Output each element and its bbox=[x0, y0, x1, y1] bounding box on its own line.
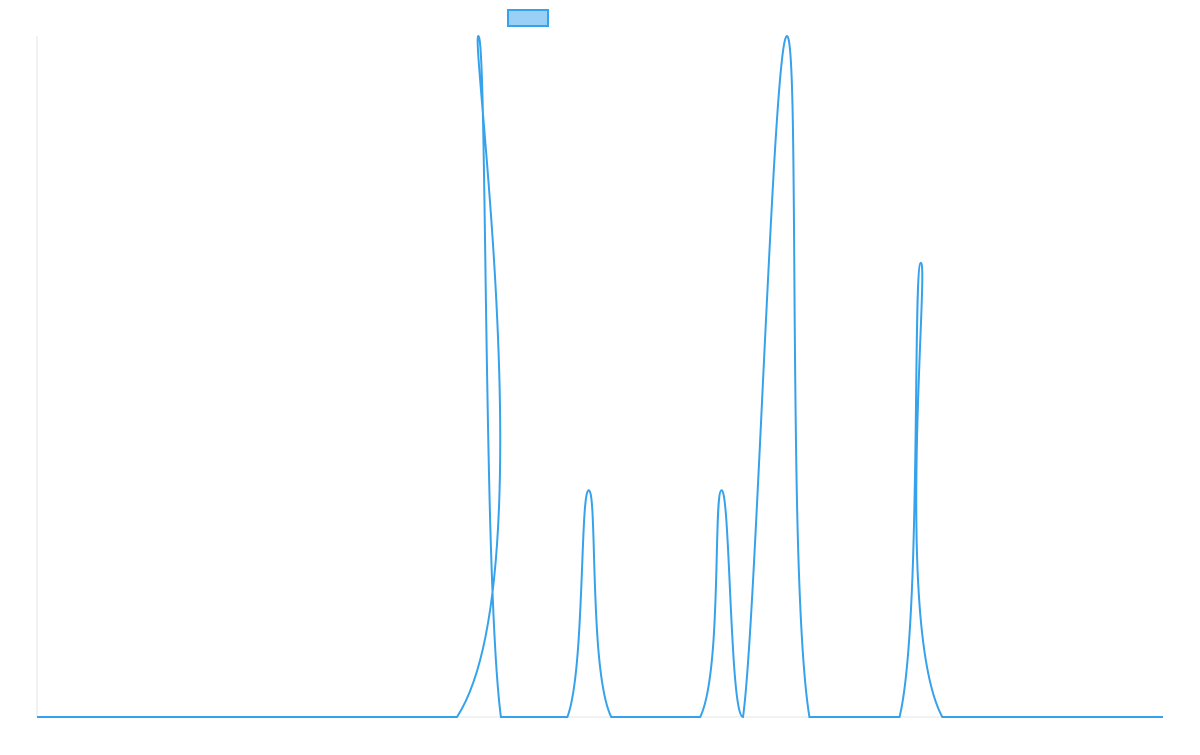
data-point-peak-0[interactable] bbox=[475, 33, 481, 39]
data-point-peak-3[interactable] bbox=[784, 33, 790, 39]
series-layer bbox=[36, 33, 1163, 719]
legend[interactable] bbox=[507, 9, 549, 27]
data-point-peak-2[interactable] bbox=[719, 487, 725, 493]
legend-swatch[interactable] bbox=[507, 9, 549, 27]
series-line-0[interactable] bbox=[36, 34, 1163, 719]
data-point-peak-4[interactable] bbox=[918, 260, 924, 266]
data-point-peak-1[interactable] bbox=[586, 487, 592, 493]
